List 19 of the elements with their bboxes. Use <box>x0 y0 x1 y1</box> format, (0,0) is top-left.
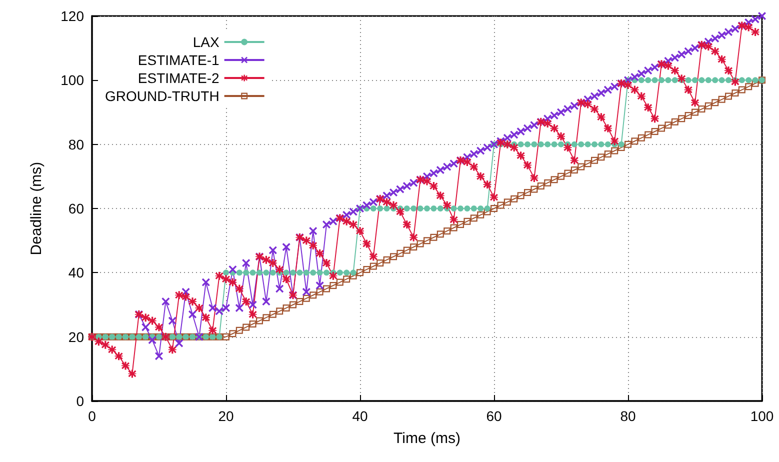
x-tick-label: 20 <box>218 408 234 424</box>
y-tick-label: 80 <box>68 136 84 152</box>
y-axis-title: Deadline (ms) <box>28 162 45 256</box>
x-tick-label: 80 <box>620 408 636 424</box>
legend-label: ESTIMATE-1 <box>138 52 220 68</box>
x-axis-title: Time (ms) <box>394 430 460 447</box>
x-tick-label: 60 <box>486 408 502 424</box>
legend-label: ESTIMATE-2 <box>138 70 220 86</box>
y-tick-label: 120 <box>60 8 84 24</box>
y-tick-label: 60 <box>68 200 84 216</box>
legend-label: GROUND-TRUTH <box>104 88 220 104</box>
x-tick-label: 0 <box>88 408 96 424</box>
x-tick-label: 40 <box>352 408 368 424</box>
y-tick-label: 100 <box>60 72 84 88</box>
x-tick-label: 100 <box>750 408 774 424</box>
y-tick-label: 40 <box>68 264 84 281</box>
y-tick-label: 0 <box>76 393 84 409</box>
y-tick-label: 20 <box>68 328 84 345</box>
legend-label: LAX <box>192 34 220 50</box>
